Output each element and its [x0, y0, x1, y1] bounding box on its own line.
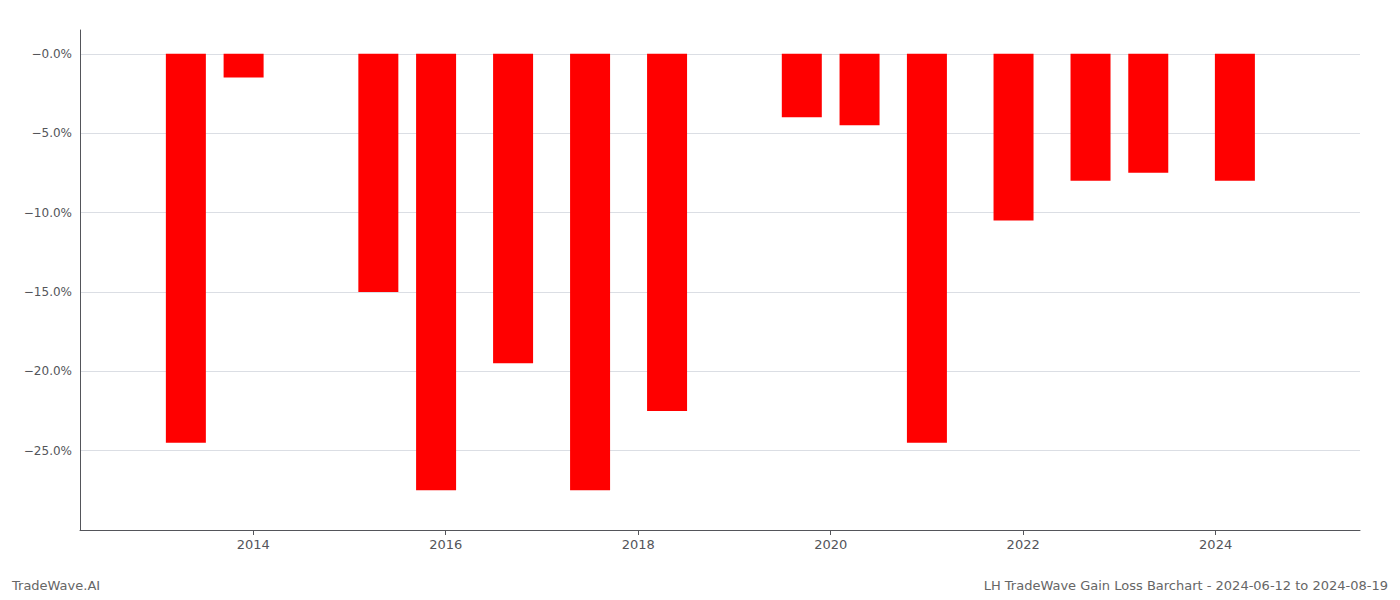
svg-text:−20.0%: −20.0%	[24, 364, 72, 378]
svg-text:2018: 2018	[622, 537, 655, 552]
svg-text:2014: 2014	[237, 537, 270, 552]
svg-text:LH TradeWave Gain Loss Barchar: LH TradeWave Gain Loss Barchart - 2024-0…	[984, 578, 1388, 593]
svg-text:−10.0%: −10.0%	[24, 206, 72, 220]
svg-text:TradeWave.AI: TradeWave.AI	[11, 578, 100, 593]
svg-text:−0.0%: −0.0%	[31, 47, 72, 61]
svg-text:2022: 2022	[1007, 537, 1040, 552]
svg-text:2020: 2020	[814, 537, 847, 552]
svg-text:−15.0%: −15.0%	[24, 285, 72, 299]
svg-text:2016: 2016	[429, 537, 462, 552]
svg-text:−5.0%: −5.0%	[31, 126, 72, 140]
svg-text:2024: 2024	[1199, 537, 1232, 552]
svg-text:−25.0%: −25.0%	[24, 444, 72, 458]
